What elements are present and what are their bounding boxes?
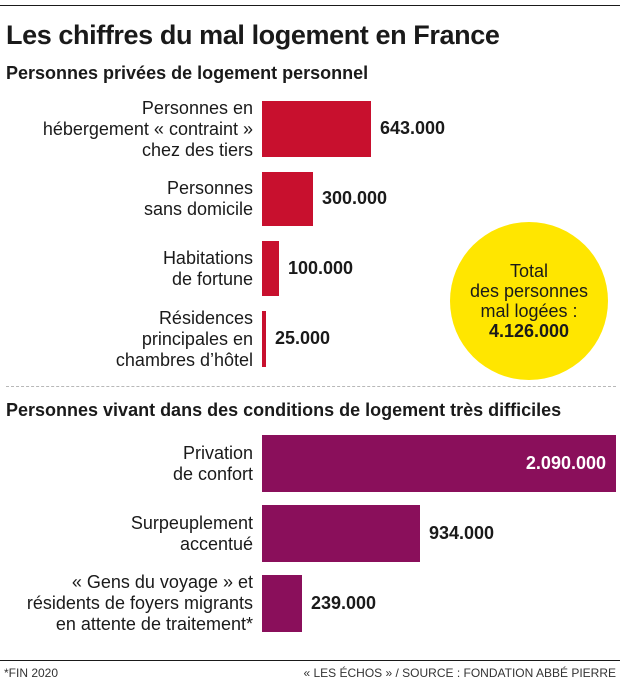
bar: [262, 241, 279, 296]
category-label: Habitations de fortune: [162, 247, 253, 289]
value-label: 934.000: [429, 522, 495, 543]
section-title-conditions-difficiles: Personnes vivant dans des conditions de …: [6, 400, 562, 420]
category-label: Privation de confort: [172, 442, 253, 484]
value-label: 2.090.000: [525, 452, 606, 473]
value-label: 239.000: [311, 592, 377, 613]
top-rule: [0, 5, 620, 6]
bar: [262, 311, 266, 367]
value-label: 100.000: [288, 257, 354, 278]
value-label: 643.000: [380, 118, 446, 138]
value-label: 25.000: [275, 328, 331, 348]
category-label: Résidences principales en chambres d’hôt…: [115, 307, 253, 370]
footer-rule: [0, 660, 620, 661]
chart-title: Les chiffres du mal logement en France: [6, 20, 500, 50]
bar: [262, 172, 313, 226]
total-label: Total des personnes mal logées :: [469, 261, 589, 321]
category-label: Personnes en hébergement « contraint » c…: [42, 97, 253, 160]
section-title-logement-personnel: Personnes privées de logement personnel: [6, 63, 369, 83]
bar: [262, 101, 371, 157]
category-label: Personnes sans domicile: [143, 178, 253, 219]
footnote: *FIN 2020: [4, 666, 59, 680]
total-highlight-circle: Total des personnes mal logées : 4.126.0…: [450, 222, 608, 380]
category-label: « Gens du voyage » et résidents de foyer…: [26, 572, 253, 634]
total-value: 4.126.000: [488, 321, 570, 341]
category-label: Surpeuplement accentué: [130, 512, 253, 554]
value-label: 300.000: [322, 188, 388, 208]
bar: [262, 505, 420, 562]
bar: [262, 435, 616, 492]
section-divider: [6, 386, 616, 387]
source-credit: « LES ÉCHOS » / SOURCE : FONDATION ABBÉ …: [303, 666, 616, 680]
bar: [262, 575, 302, 632]
